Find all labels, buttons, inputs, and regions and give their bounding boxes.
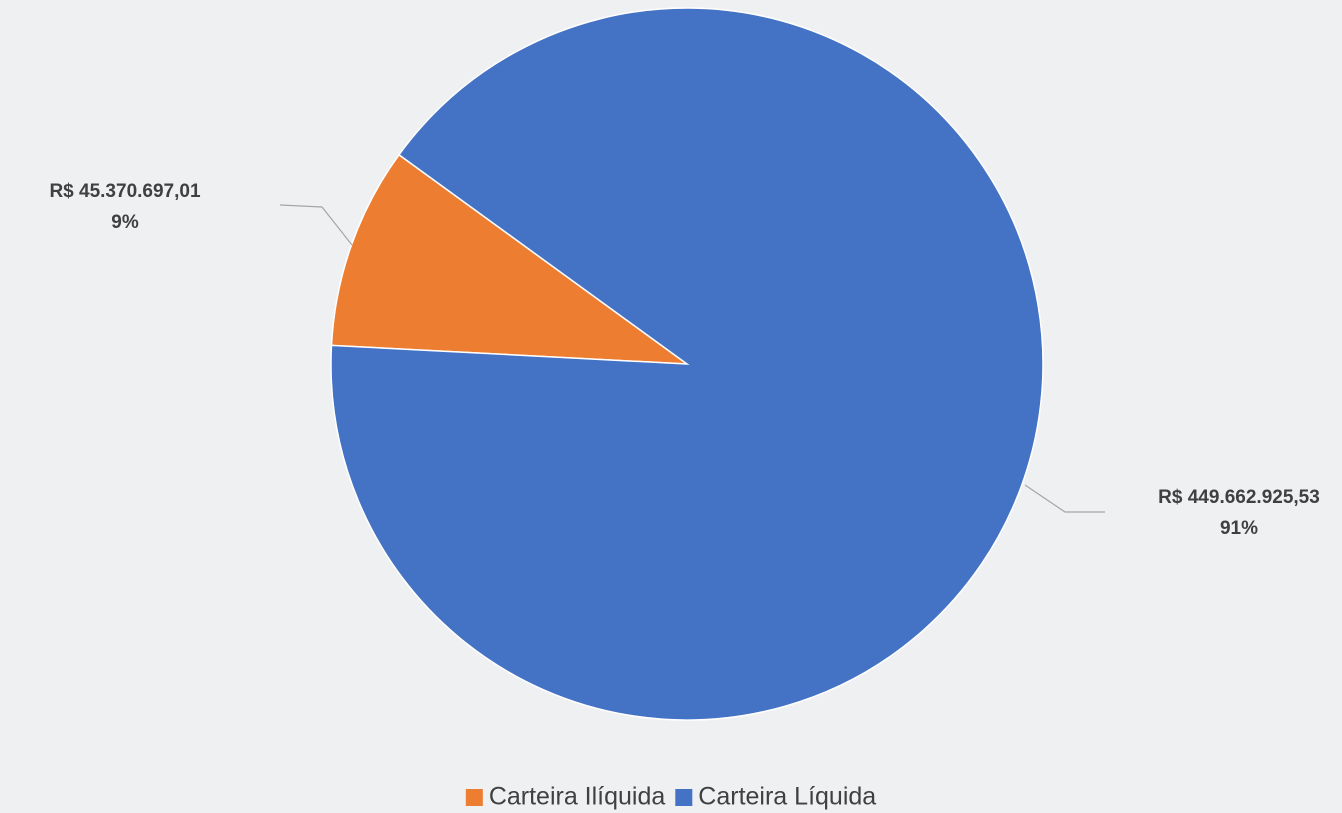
legend-label: Carteira Ilíquida — [489, 783, 666, 811]
leader-line — [1024, 484, 1105, 513]
data-label: R$ 449.662.925,53 — [1158, 487, 1320, 508]
pie-slice — [330, 7, 1044, 721]
percent-label: 91% — [1220, 518, 1258, 539]
data-label: R$ 45.370.697,01 — [49, 181, 201, 202]
leader-line — [279, 204, 353, 246]
legend-label: Carteira Líquida — [698, 783, 876, 811]
percent-label: 9% — [111, 212, 139, 233]
legend-swatch — [465, 789, 483, 806]
legend-swatch — [675, 789, 693, 806]
